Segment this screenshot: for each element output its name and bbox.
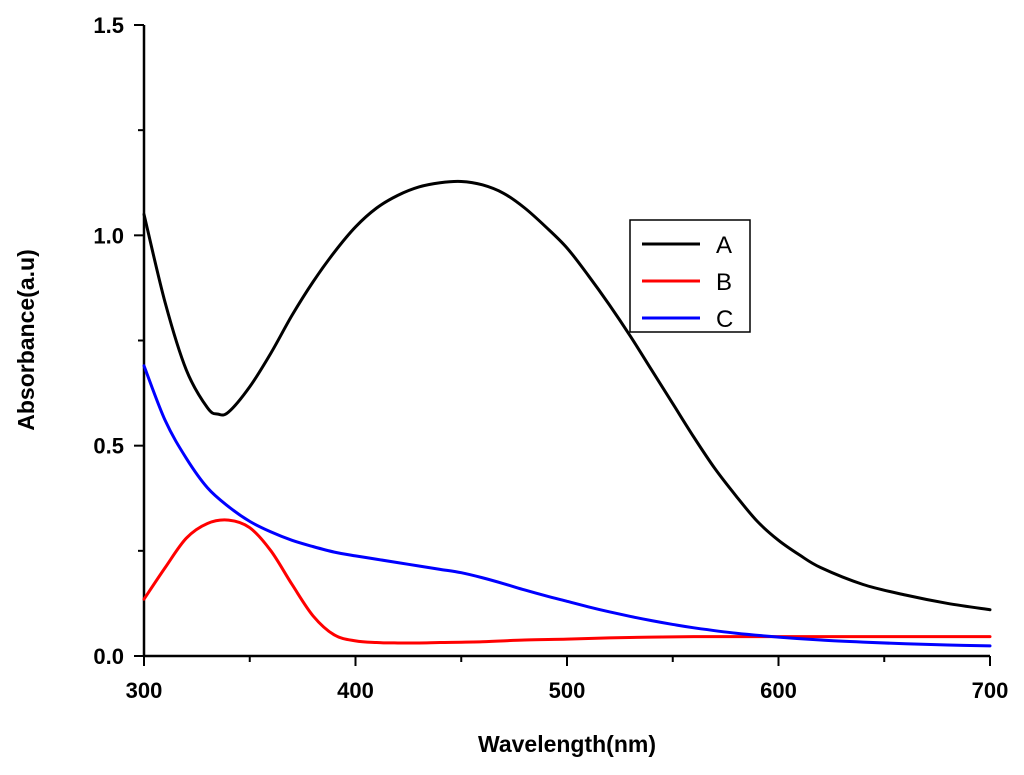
x-tick-label: 500 [549, 678, 586, 703]
x-tick-label: 600 [760, 678, 797, 703]
legend-label-b: B [716, 269, 732, 296]
legend-label-c: C [716, 306, 733, 333]
y-tick-label: 1.5 [93, 13, 124, 38]
ticks [134, 24, 991, 666]
x-tick-label: 700 [972, 678, 1009, 703]
x-tick-label: 400 [337, 678, 374, 703]
tick-labels: 300 400 500 600 700 0.0 0.5 1.0 1.5 [93, 13, 1008, 703]
series-lines [142, 179, 992, 648]
series-line-c [142, 364, 992, 648]
legend-label-a: A [716, 232, 732, 259]
y-tick-label: 0.0 [93, 644, 124, 669]
axes [142, 25, 990, 658]
y-axis-title: Absorbance(a.u) [13, 249, 39, 430]
legend-box [629, 219, 751, 333]
y-tick-label: 0.5 [93, 434, 124, 459]
series-line-b [142, 518, 992, 645]
x-tick-label: 300 [126, 678, 163, 703]
y-tick-label: 1.0 [93, 223, 124, 248]
series-line-a [142, 179, 992, 612]
legend: ABC [629, 219, 751, 333]
x-axis-title: Wavelength(nm) [478, 731, 656, 757]
